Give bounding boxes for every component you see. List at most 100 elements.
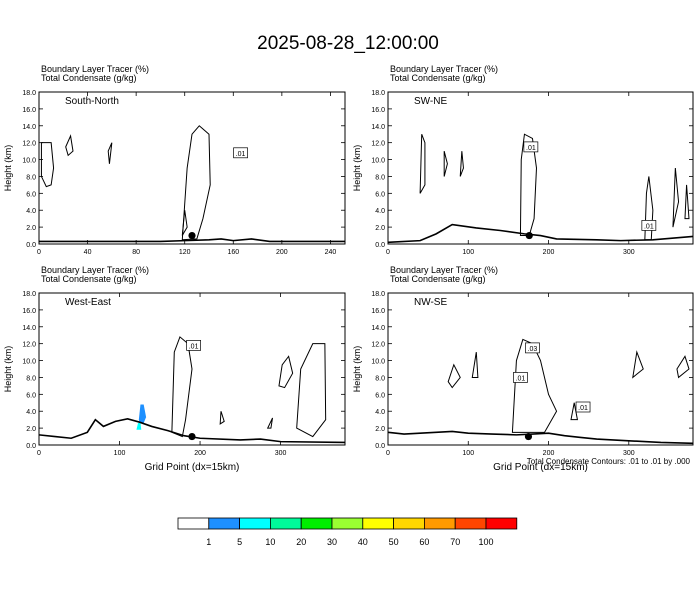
condensate-contour [447, 363, 461, 389]
contour-label: .01 [526, 145, 536, 152]
y-axis-label: Height (km) [3, 145, 13, 192]
contour-label: .03 [528, 346, 538, 353]
x-tick-label: 40 [84, 249, 92, 256]
y-tick-label: 2.0 [26, 426, 36, 433]
condensate-contour [632, 350, 644, 379]
y-tick-label: 4.0 [375, 208, 385, 215]
condensate-contour [171, 336, 193, 438]
y-tick-label: 6.0 [375, 392, 385, 399]
y-tick-label: 14.0 [371, 325, 385, 332]
colorbar-label: 1 [206, 537, 211, 547]
panel-label: SW-NE [414, 96, 447, 107]
colorbar-swatch [208, 517, 241, 530]
colorbar-label: 70 [450, 537, 460, 547]
plot-frame [38, 91, 346, 245]
y-tick-label: 14.0 [22, 325, 36, 332]
x-tick-label: 80 [132, 249, 140, 256]
x-axis-label: Grid Point (dx=15km) [493, 462, 588, 473]
colorbar-swatch [485, 517, 518, 530]
y-tick-label: 12.0 [22, 342, 36, 349]
panel-header-line: Boundary Layer Tracer (%) [41, 265, 149, 275]
y-tick-label: 6.0 [26, 392, 36, 399]
colorbar-swatch [239, 517, 271, 530]
colorbar-label: 40 [358, 537, 368, 547]
condensate-contour [684, 184, 690, 220]
contour-label: .01 [189, 343, 199, 350]
colorbar-swatch [454, 517, 487, 530]
location-marker [525, 231, 533, 240]
condensate-contour [459, 151, 464, 177]
colorbar-label: 10 [265, 537, 275, 547]
y-tick-label: 16.0 [371, 107, 385, 114]
y-tick-label: 0.0 [375, 242, 385, 249]
colorbar-swatch [269, 517, 302, 530]
panel-header-line: Boundary Layer Tracer (%) [390, 64, 498, 74]
x-tick-label: 300 [623, 450, 635, 457]
colorbar-label: 100 [478, 537, 493, 547]
colorbar-swatch [331, 517, 364, 530]
condensate-contour [181, 125, 211, 241]
contour-label-box [525, 342, 540, 354]
colorbar-swatch [362, 517, 394, 530]
x-tick-label: 240 [325, 249, 337, 256]
colorbar-label: 30 [327, 537, 337, 547]
panel-header-line: Total Condensate (g/kg) [390, 73, 486, 83]
condensate-contour [471, 352, 479, 378]
x-axis-label: Grid Point (dx=15km) [145, 462, 240, 473]
y-tick-label: 2.0 [375, 225, 385, 232]
y-tick-label: 2.0 [375, 426, 385, 433]
y-tick-label: 8.0 [26, 174, 36, 181]
condensate-contour [40, 142, 55, 188]
y-tick-label: 8.0 [375, 375, 385, 382]
x-tick-label: 300 [275, 450, 287, 457]
terrain-line [387, 430, 694, 445]
colorbar-label: 60 [419, 537, 429, 547]
contour-label-box [523, 141, 539, 153]
y-tick-label: 14.0 [371, 124, 385, 131]
y-axis-label: Height (km) [352, 346, 362, 393]
panel-header-line: Boundary Layer Tracer (%) [390, 265, 498, 275]
location-marker [188, 432, 196, 441]
colorbar-swatch [393, 517, 425, 530]
y-tick-label: 18.0 [371, 90, 385, 97]
y-tick-label: 14.0 [22, 124, 36, 131]
contour-label: .01 [236, 151, 246, 158]
x-tick-label: 100 [462, 249, 474, 256]
x-tick-label: 300 [623, 249, 635, 256]
contour-label-box [186, 340, 201, 351]
condensate-contour [676, 355, 690, 379]
contour-note: Total Condensate Contours: .01 to .01 by… [527, 457, 691, 466]
plot-frame [387, 292, 694, 446]
plot-frame [387, 91, 694, 245]
location-marker [188, 231, 196, 240]
x-tick-label: 100 [114, 450, 126, 457]
y-tick-label: 8.0 [26, 375, 36, 382]
terrain-line [39, 238, 345, 243]
panel-south-north: Boundary Layer Tracer (%)Total Condensat… [3, 64, 346, 256]
y-tick-label: 4.0 [26, 409, 36, 416]
condensate-contour [266, 417, 274, 429]
panel-west-east: Boundary Layer Tracer (%)Total Condensat… [3, 265, 346, 473]
panel-header-line: Total Condensate (g/kg) [390, 274, 486, 284]
condensate-contour [278, 355, 294, 389]
y-tick-label: 2.0 [26, 225, 36, 232]
y-tick-label: 10.0 [22, 359, 36, 366]
y-tick-label: 18.0 [371, 291, 385, 298]
y-tick-label: 0.0 [375, 443, 385, 450]
x-tick-label: 0 [386, 249, 390, 256]
colorbar-swatch [177, 517, 210, 530]
y-tick-label: 12.0 [371, 141, 385, 148]
x-tick-label: 120 [179, 249, 191, 256]
x-tick-label: 200 [543, 450, 555, 457]
terrain-line [387, 223, 694, 244]
contour-label: .01 [644, 223, 654, 230]
x-tick-label: 200 [276, 249, 288, 256]
condensate-contour [443, 150, 448, 177]
panel-label: NW-SE [414, 297, 447, 308]
panel-header-line: Total Condensate (g/kg) [41, 274, 137, 284]
colorbar-label: 20 [296, 537, 306, 547]
colorbar-label: 5 [237, 537, 242, 547]
contour-label-box [233, 147, 248, 159]
x-tick-label: 200 [543, 249, 555, 256]
contour-label-box [513, 372, 528, 383]
